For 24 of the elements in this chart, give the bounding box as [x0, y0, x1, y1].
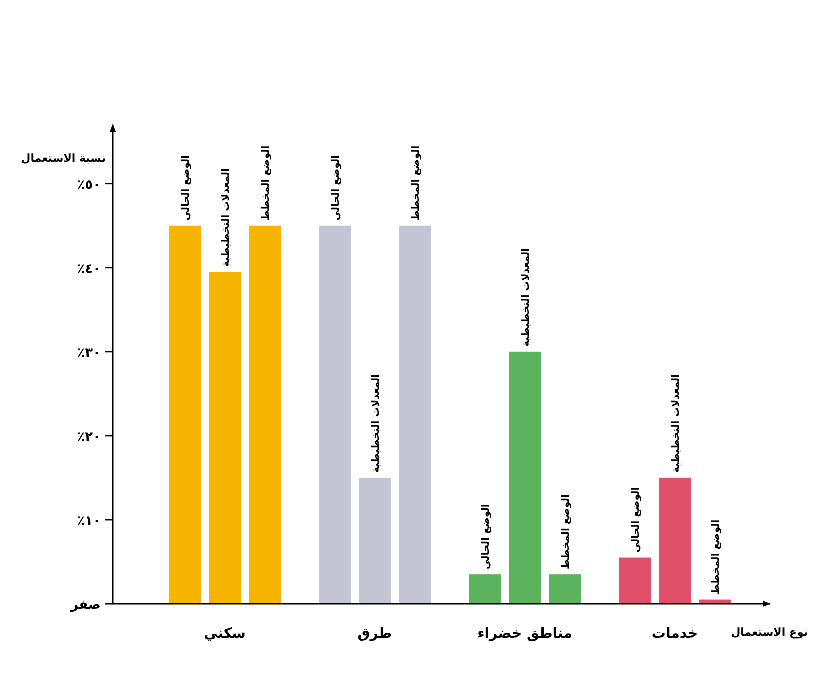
- text: الوضع المخطط: [411, 146, 422, 221]
- text: المعدلات التخطيطية: [671, 374, 682, 473]
- y-tick-label: ٣٠٪: [77, 346, 101, 361]
- x-tick-label: سكني: [204, 626, 246, 642]
- text: المعدلات التخطيطية: [521, 248, 532, 347]
- x-axis-title: نوع الاستعمال: [731, 626, 808, 639]
- text: الوضع الحالي: [181, 155, 192, 221]
- text: الوضع المخطط: [561, 494, 572, 570]
- y-tick-label: ٤٠٪: [77, 262, 101, 277]
- text: الوضع الحالي: [331, 155, 342, 221]
- x-tick-label: طرق: [358, 626, 392, 642]
- text: الوضع الحالي: [481, 504, 492, 570]
- text: المعدلات التخطيطية: [221, 168, 232, 268]
- y-tick-label: صفر: [70, 598, 101, 613]
- text: الوضع المخطط: [711, 520, 722, 595]
- text: الوضع المخطط: [261, 146, 272, 221]
- x-tick-label: مناطق خضراء: [478, 626, 572, 642]
- x-tick-label: خدمات: [652, 626, 698, 642]
- y-axis-title: نسبة الاستعمال: [21, 152, 106, 165]
- y-tick-label: ٥٠٪: [77, 178, 101, 193]
- y-tick-label: ٢٠٪: [77, 430, 101, 445]
- text: المعدلات التخطيطية: [371, 374, 382, 473]
- y-tick-label: ١٠٪: [77, 514, 101, 529]
- text: الوضع الحالي: [631, 487, 642, 553]
